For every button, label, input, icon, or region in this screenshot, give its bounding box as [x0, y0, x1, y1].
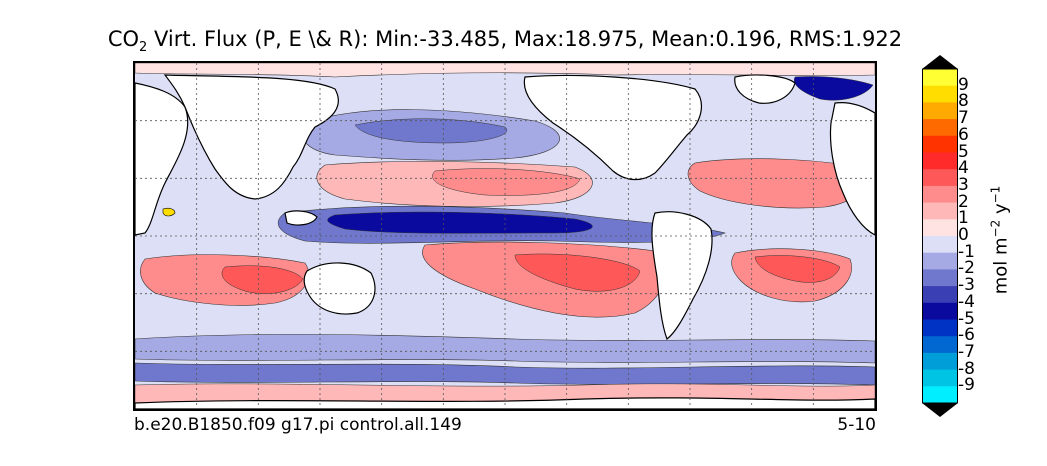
cbar-label-exp2: −1 — [988, 185, 1003, 204]
colorbar-swatch — [922, 236, 958, 254]
colorbar-tick-label: 5 — [958, 141, 969, 162]
colorbar-swatch — [922, 319, 958, 337]
map-plot-area — [133, 61, 877, 411]
colorbar-swatch — [922, 302, 958, 320]
contour-npac-subtropic2 — [432, 168, 581, 196]
colorbar-tick-label: 9 — [958, 74, 969, 95]
colorbar-tick-label: -3 — [958, 275, 975, 296]
contour-satl2 — [754, 255, 841, 283]
colorbar-outline — [922, 68, 958, 404]
colorbar-tick-label: 8 — [958, 91, 969, 112]
colorbar-tick-label: -2 — [958, 258, 975, 279]
colorbar-tick-label: 1 — [958, 208, 969, 229]
colorbar-tick-label: 6 — [958, 124, 969, 145]
flux-map — [135, 63, 875, 409]
colorbar-swatch — [922, 219, 958, 237]
land-north-america — [523, 74, 703, 181]
colorbar-tick-label: 3 — [958, 174, 969, 195]
land-masses — [135, 74, 875, 409]
contour-eq-pacific-neg2 — [327, 211, 593, 234]
land-greenland — [734, 74, 796, 104]
contour-spac-gyre2 — [514, 253, 641, 292]
colorbar-swatch — [922, 336, 958, 354]
colorbar-swatch — [922, 352, 958, 371]
colorbar — [922, 55, 958, 417]
contour-natl-subpolar — [793, 76, 874, 101]
colorbar-swatch — [922, 202, 958, 220]
cbar-label-unit: y — [990, 203, 1012, 220]
contour-sindian2 — [221, 265, 304, 294]
colorbar-tick-label: -8 — [958, 358, 975, 379]
colorbar-swatch — [922, 286, 958, 304]
colorbar-tick-label: 0 — [958, 225, 969, 245]
colorbar-swatch — [922, 152, 958, 170]
map-gridlines — [135, 63, 875, 409]
title-subscript: 2 — [139, 40, 148, 56]
contour-natl-subtropic — [687, 158, 868, 209]
colorbar-tick-label: -4 — [958, 291, 975, 312]
cbar-label-base: mol m — [990, 237, 1012, 295]
colorbar-label: mol m−2 y−1 — [989, 186, 1012, 295]
land-indonesia — [284, 210, 318, 226]
colorbar-swatch — [922, 369, 958, 387]
colorbar-swatch — [922, 119, 958, 137]
colorbar-tick-label: -5 — [958, 308, 975, 329]
colorbar-tick-label: -1 — [958, 241, 975, 262]
colorbar-tick-label: -9 — [958, 375, 975, 396]
colorbar-swatch — [922, 85, 958, 103]
chart-title: CO2 Virt. Flux (P, E \& R): Min:-33.485,… — [0, 27, 1010, 55]
land-asia — [163, 74, 339, 200]
title-species: CO — [107, 27, 140, 51]
contour-north-pacific-neg2 — [354, 118, 508, 144]
land-africa-east — [829, 102, 875, 236]
colorbar-tick-label: -6 — [958, 325, 975, 346]
period-label: 5-10 — [837, 415, 876, 435]
colorbar-tick-label: 7 — [958, 108, 969, 129]
colorbar-extend-over — [922, 55, 958, 69]
colorbar-extend-under — [922, 403, 958, 417]
high-value-patch — [162, 207, 176, 217]
colorbar-swatch — [922, 252, 958, 270]
colorbar-swatch — [922, 169, 958, 187]
colorbar-swatch — [922, 269, 958, 287]
colorbar-swatch — [922, 386, 958, 404]
land-south-america — [651, 211, 713, 340]
colorbar-tick-label: 4 — [958, 158, 969, 179]
colorbar-swatch — [922, 69, 958, 87]
colorbar-tick-label: -7 — [958, 341, 975, 362]
cbar-label-exp1: −2 — [988, 219, 1003, 238]
land-africa-west — [135, 82, 189, 236]
title-rest: Virt. Flux (P, E \& R): Min:-33.485, Max… — [147, 27, 903, 51]
colorbar-tick-label: 2 — [958, 191, 969, 212]
colorbar-swatch — [922, 102, 958, 120]
colorbar-swatch — [922, 135, 958, 153]
case-name: b.e20.B1850.f09 g17.pi control.all.149 — [134, 415, 462, 435]
colorbar-swatch — [922, 185, 958, 204]
land-australia — [303, 262, 376, 315]
